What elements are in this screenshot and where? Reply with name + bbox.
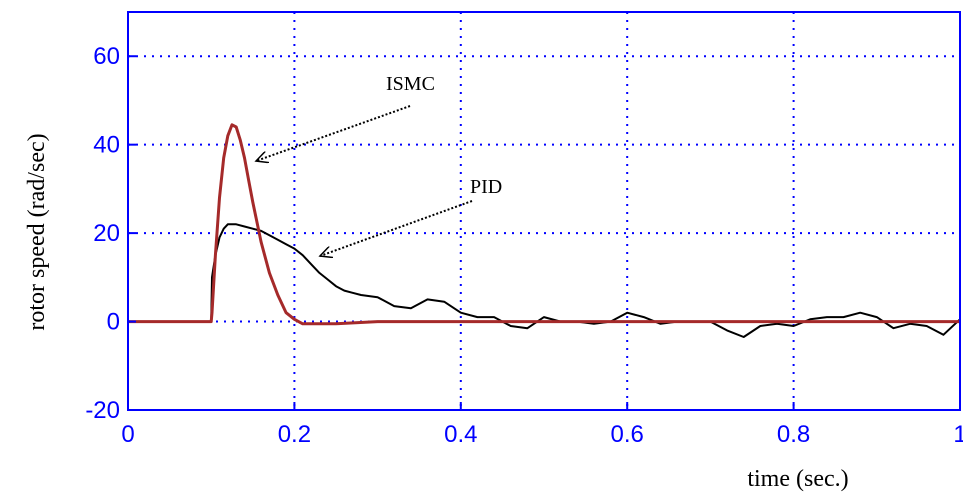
grid xyxy=(128,12,960,410)
y-tick-label: 0 xyxy=(107,309,120,336)
annotation-label-pid: PID xyxy=(470,176,502,198)
series-line-ismc xyxy=(128,123,960,326)
x-tick-label: 0.8 xyxy=(777,421,810,448)
plot-frame xyxy=(127,11,961,411)
plot-lines xyxy=(128,123,961,338)
y-tick-label: 40 xyxy=(93,132,120,159)
y-axis-label: rotor speed (rad/sec) xyxy=(24,133,50,330)
y-tick-label: 60 xyxy=(93,43,120,70)
x-tick-label: 0.6 xyxy=(611,421,644,448)
annotation-label-ismc: ISMC xyxy=(386,73,435,95)
y-tick-label: -20 xyxy=(85,397,120,424)
annotations: ISMC PID xyxy=(256,73,502,256)
x-tick-label: 0.2 xyxy=(278,421,311,448)
annotation-arrow-ismc xyxy=(256,105,411,161)
x-tick-label: 0.4 xyxy=(444,421,477,448)
series-line-pid xyxy=(128,223,961,338)
x-tick-label: 0 xyxy=(121,421,134,448)
x-axis-label: time (sec.) xyxy=(747,466,848,492)
x-tick-label: 1 xyxy=(953,421,963,448)
annotation-arrow-pid xyxy=(320,200,473,256)
y-tick-label: 20 xyxy=(93,220,120,247)
